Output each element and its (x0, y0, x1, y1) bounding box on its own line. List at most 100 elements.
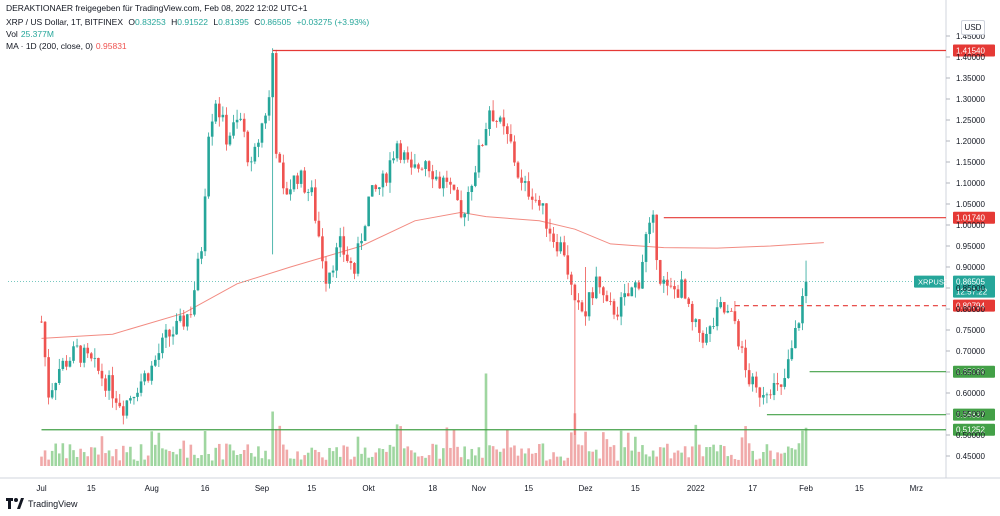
candle-body (662, 279, 666, 284)
x-tick-label: 18 (428, 484, 437, 493)
candle-body (498, 117, 502, 122)
candle-body (783, 378, 787, 387)
level-price-label: 0.51252 (956, 426, 985, 435)
y-tick-label: 1.35000 (956, 74, 985, 83)
candle-body (129, 398, 132, 401)
candle-body (449, 181, 452, 185)
candle-body (417, 164, 420, 169)
volume-bar (242, 450, 246, 466)
candle-body (264, 115, 267, 124)
candle-body (466, 192, 470, 214)
candle-body (225, 114, 228, 145)
volume-bar (737, 459, 740, 466)
y-tick-label: 0.85000 (956, 284, 985, 293)
candle-body (701, 332, 705, 343)
volume-bar (370, 456, 374, 466)
candle-body (491, 110, 495, 122)
volume-bar (794, 449, 797, 466)
volume-bar (509, 447, 513, 466)
volume-bar (349, 459, 353, 466)
candle-body (289, 189, 292, 195)
price-axis: 1.45000 1.40000 1.35000 1.30000 1.25000 1.200… (946, 32, 985, 461)
volume-bar (630, 450, 634, 466)
ma-label[interactable]: MA · 1D (200, close, 0) (6, 41, 93, 51)
candle-body (673, 286, 676, 290)
symbol-title[interactable]: XRP / US Dollar, 1T, BITFINEX (6, 17, 123, 27)
candle-body (626, 293, 630, 297)
candle-body (690, 303, 694, 323)
candle-body (246, 131, 250, 163)
volume-bar (381, 449, 385, 466)
candle-body (57, 368, 61, 383)
volume-bar (804, 427, 808, 466)
x-tick-label: Mrz (910, 484, 923, 493)
volume-bar (246, 444, 250, 466)
volume-bar (182, 440, 186, 466)
footer-brand[interactable]: TradingView (6, 498, 78, 509)
y-tick-label: 1.00000 (956, 221, 985, 230)
candle-body (150, 365, 154, 381)
high-label: H (171, 17, 178, 27)
candle-body (203, 196, 207, 252)
volume-bar (331, 451, 335, 466)
candle-body (534, 199, 538, 201)
candle-body (694, 319, 698, 323)
x-tick-label: Feb (799, 484, 813, 493)
volume-bar (538, 444, 541, 466)
volume-bar (410, 450, 413, 466)
candle-body (474, 172, 477, 186)
volume-bar (65, 458, 68, 466)
candle-body (274, 53, 278, 154)
candle-body (744, 347, 747, 371)
volume-bar (438, 458, 442, 466)
low-label: L (213, 17, 219, 27)
candle-body (54, 382, 58, 391)
volume-bar (139, 444, 143, 466)
volume-bar (474, 455, 477, 466)
candle-body (335, 247, 338, 271)
candle-body (722, 302, 726, 313)
candle-body (477, 145, 481, 173)
volume-bar (456, 446, 459, 466)
candle-body (68, 360, 72, 367)
candle-body (218, 103, 221, 118)
candle-body (509, 134, 513, 142)
level-price-tag (953, 211, 995, 224)
y-tick-label: 0.95000 (956, 242, 985, 251)
y-tick-label: 0.45000 (956, 452, 985, 461)
volume-bar (406, 446, 410, 466)
candle-body (349, 261, 353, 264)
y-tick-label: 0.55000 (956, 410, 985, 419)
volume-bar (43, 450, 47, 466)
volume-bar (310, 447, 314, 466)
candle-body (86, 347, 90, 354)
volume-bar (779, 453, 783, 466)
candle-body (342, 236, 346, 255)
candle-body (683, 279, 687, 299)
candle-body (680, 279, 683, 298)
volume-bar (573, 413, 577, 466)
candle-body (178, 315, 182, 321)
x-tick-label: 15 (524, 484, 533, 493)
volume-bar (747, 443, 751, 466)
candle-body (282, 162, 285, 189)
candle-body (367, 196, 370, 227)
candle-body (630, 287, 634, 297)
x-tick-label: Aug (145, 484, 159, 493)
candle-body (459, 200, 463, 218)
volume-bar (57, 453, 61, 466)
level-price-tag (953, 365, 995, 378)
x-tick-label: 15 (855, 484, 864, 493)
volume-bar (662, 447, 666, 466)
volume-bar (690, 446, 694, 466)
candle-body (143, 373, 146, 382)
candle-body (136, 392, 139, 397)
volume-bar (680, 452, 683, 466)
volume-bar (666, 443, 669, 466)
volume-bar (495, 449, 498, 466)
currency-selector[interactable]: USD (961, 20, 985, 35)
candle-body (392, 158, 395, 161)
volume-bar (178, 448, 182, 466)
level-price-tag (953, 423, 995, 436)
